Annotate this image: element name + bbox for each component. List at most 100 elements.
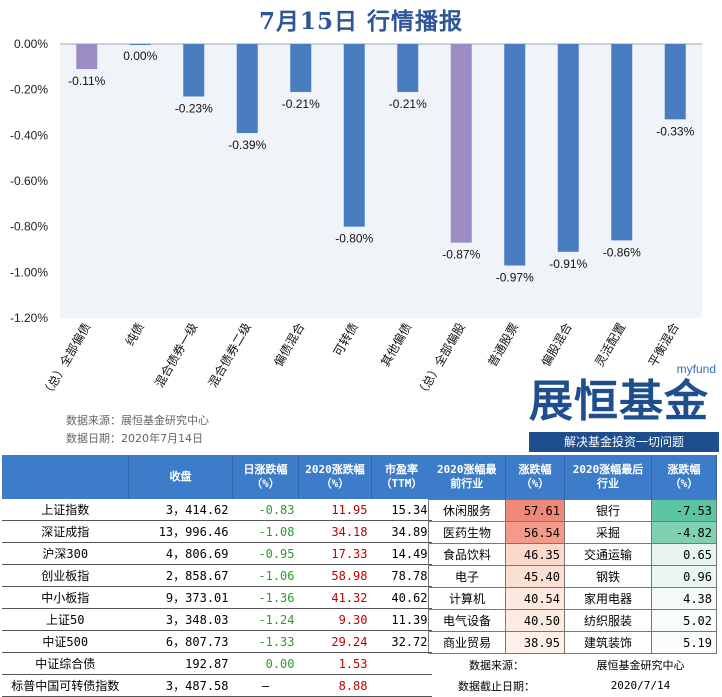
table-row: 深证成指 13，996.46 -1.08 34.18 34.89 [2,520,432,543]
bar-value-label: -0.97% [496,270,534,284]
top-industry-name: 计算机 [428,587,506,610]
logo-name: 展恒基金 [529,376,709,427]
header-close: 收盘 [128,455,233,499]
top-industry-name: 商业贸易 [428,631,506,654]
top-industry-change: 45.40 [505,565,565,588]
bar-value-label: -0.23% [175,102,213,116]
close-value: 3，348.03 [128,608,233,631]
bottom-industry-name: 纺织服装 [564,609,652,632]
table-row: 商业贸易 38.95 建筑装饰 5.19 [428,631,717,654]
table-row: 中小板指 9，373.01 -1.36 41.32 40.62 [2,586,432,609]
pe-ratio [371,674,432,697]
x-tick-label: （总）全部偏债 [38,320,93,400]
data-date-note: 数据日期：2020年7月14日 [66,432,203,445]
bar-value-label: 0.00% [123,49,157,63]
footer-label: 数据截止日期： [458,679,535,693]
bar [397,44,419,92]
bottom-industry-change: 0.96 [651,565,717,588]
table-row: 电子 45.40 钢铁 0.96 [428,565,717,588]
bar-value-label: -0.91% [549,257,587,271]
index-name: 上证50 [2,608,129,631]
index-name: 创业板指 [2,564,129,587]
x-tick-label: 混合债券一级 [151,320,200,390]
day-change: -0.95 [232,542,299,565]
x-tick-label: 混合债券二级 [205,320,254,390]
pe-ratio: 78.78 [371,564,432,587]
close-value: 2，858.67 [128,564,233,587]
day-change: -1.06 [232,564,299,587]
x-tick-label: 可转债 [330,320,361,359]
pe-ratio: 14.49 [371,542,432,565]
header-day-change: 日涨跌幅（%） [232,455,299,499]
y-tick-label: -1.00% [10,265,48,279]
bar [343,44,365,227]
footer-value: 2020/7/14 [610,679,671,692]
bar-value-label: -0.80% [335,232,373,246]
table-row: 上证50 3，348.03 -1.24 9.30 11.39 [2,608,432,631]
header-top-pct: 涨跌幅（%） [505,455,565,500]
industry-table: 2020涨幅最前行业 涨跌幅（%） 2020涨幅最后行业 涨跌幅（%） 休闲服务… [428,455,717,696]
top-industry-change: 38.95 [505,631,565,654]
table-row: 中证500 6，807.73 -1.33 29.24 32.72 [2,630,432,653]
x-tick-label: 普通股票 [485,321,521,370]
table-row: 中证综合债 192.87 0.00 1.53 [2,652,432,675]
top-industry-name: 食品饮料 [428,543,506,566]
y-tick-label: -1.20% [10,311,48,325]
top-industry-name: 医药生物 [428,521,506,544]
top-industry-change: 46.35 [505,543,565,566]
pe-ratio [371,652,432,675]
pe-ratio: 15.34 [371,499,432,521]
bar [557,44,579,252]
index-table: 收盘 日涨跌幅（%） 2020涨跌幅（%） 市盈率（TTM） 上证指数 3，414… [2,455,432,697]
y-tick-label: -0.60% [10,174,48,188]
y-tick-label: -0.20% [10,83,48,97]
header-pe: 市盈率（TTM） [371,455,432,499]
bottom-industry-change: 4.38 [651,587,717,610]
table-row: 医药生物 56.54 采掘 -4.82 [428,521,717,544]
bottom-industry-change: -7.53 [651,499,717,522]
table-row: 电气设备 40.50 纺织服装 5.02 [428,609,717,632]
table-row: 上证指数 3，414.62 -0.83 11.95 15.34 [2,499,432,521]
footer-row: 数据截止日期： 2020/7/14 [429,675,717,696]
day-change: – [232,674,299,697]
footer-row: 数据来源： 展恒基金研究中心 [429,654,717,676]
top-industry-change: 40.54 [505,587,565,610]
ytd-change: 11.95 [298,499,372,521]
bottom-industry-name: 银行 [564,499,652,522]
day-change: 0.00 [232,652,299,675]
bottom-industry-name: 钢铁 [564,565,652,588]
bottom-industry-change: 0.65 [651,543,717,566]
header-top-industry: 2020涨幅最前行业 [428,455,506,500]
bar [611,44,633,241]
footer-label: 数据来源： [469,658,524,672]
header-bottom-pct: 涨跌幅（%） [651,455,717,500]
day-change: -1.36 [232,586,299,609]
chart-title: 7月15日 行情播报 [258,8,464,35]
header-ytd-change: 2020涨跌幅（%） [298,455,372,499]
close-value: 192.87 [128,652,233,675]
close-value: 3，414.62 [128,499,233,521]
day-change: -1.33 [232,630,299,653]
close-value: 6，807.73 [128,630,233,653]
bottom-industry-name: 家用电器 [564,587,652,610]
close-value: 9，373.01 [128,586,233,609]
bottom-industry-change: -4.82 [651,521,717,544]
index-name: 中证500 [2,630,129,653]
bar-value-label: -0.21% [282,97,320,111]
bar-value-label: -0.33% [656,124,694,138]
bar-value-label: -0.11% [68,74,105,88]
source-note: 数据来源：展恒基金研究中心 [66,414,209,427]
bar-value-label: -0.86% [603,245,641,259]
day-change: -1.08 [232,520,299,543]
pe-ratio: 32.72 [371,630,432,653]
bar-value-label: -0.21% [389,97,427,111]
table-row: 食品饮料 46.35 交通运输 0.65 [428,543,717,566]
table-row: 计算机 40.54 家用电器 4.38 [428,587,717,610]
index-name: 上证指数 [2,499,129,521]
logo-brand: myfund [676,362,716,376]
bottom-industry-name: 采掘 [564,521,652,544]
bar-chart: 0.00% -0.20% -0.40% -0.60% -0.80% -1.00% -1.20… [10,37,702,400]
x-tick-label: 偏债混合 [270,320,307,369]
bar [76,44,98,70]
top-industry-change: 57.61 [505,499,565,522]
